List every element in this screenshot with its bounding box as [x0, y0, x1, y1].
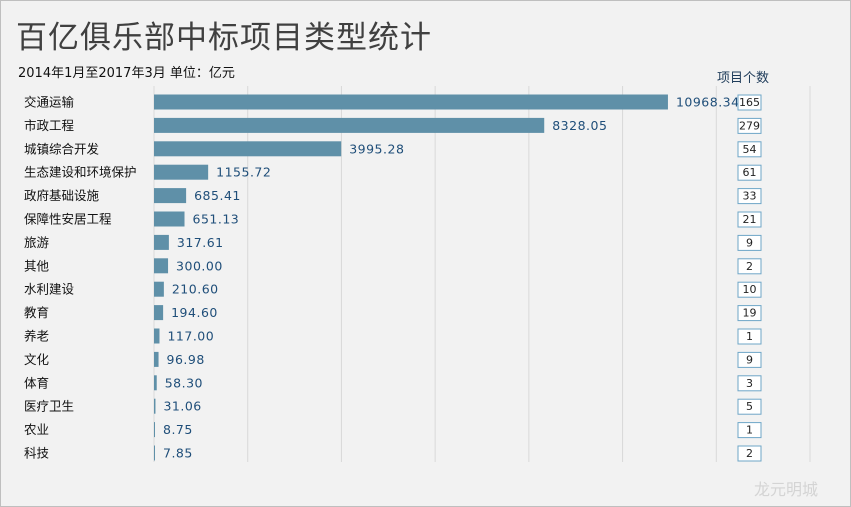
count-box [737, 328, 762, 345]
count-box [737, 422, 762, 439]
bar [154, 281, 164, 297]
category-label: 生态建设和环境保护 [24, 165, 137, 180]
chart-subtitle: 2014年1月至2017年3月 单位：亿元 [18, 66, 235, 81]
count-label: 1 [746, 330, 753, 343]
count-box [737, 188, 762, 205]
count-label: 10 [743, 283, 757, 296]
count-label: 19 [743, 307, 757, 320]
category-label: 农业 [24, 422, 49, 437]
count-label: 21 [743, 213, 757, 226]
value-label: 194.60 [171, 305, 218, 320]
bar [154, 188, 187, 204]
value-label: 300.00 [176, 258, 223, 273]
value-label: 8.75 [163, 422, 193, 437]
bar [154, 258, 169, 274]
count-box [737, 375, 762, 392]
count-label: 9 [746, 353, 753, 366]
count-label: 1 [746, 424, 753, 437]
count-box [737, 94, 762, 111]
count-label: 61 [743, 166, 757, 179]
category-label: 交通运输 [24, 95, 75, 110]
category-label: 教育 [24, 305, 49, 320]
count-box [737, 398, 762, 415]
count-box [737, 258, 762, 275]
value-label: 117.00 [167, 329, 214, 344]
bar [154, 117, 545, 133]
count-box [737, 117, 762, 134]
category-label: 水利建设 [24, 282, 75, 297]
count-label: 5 [746, 400, 753, 413]
count-box [737, 445, 762, 462]
count-column-header: 项目个数 [717, 71, 770, 86]
count-label: 279 [739, 119, 760, 132]
count-box [737, 305, 762, 322]
category-label: 养老 [24, 329, 49, 344]
value-label: 58.30 [165, 375, 203, 390]
value-label: 8328.05 [552, 118, 607, 133]
count-label: 2 [746, 447, 753, 460]
category-label: 旅游 [24, 235, 50, 250]
watermark: 龙元明城 [754, 480, 819, 499]
bars [154, 94, 668, 461]
count-box [737, 164, 762, 181]
bar [154, 398, 156, 414]
category-label: 文化 [24, 352, 50, 367]
count-label: 3 [746, 377, 753, 390]
count-label: 54 [743, 143, 757, 156]
value-label: 685.41 [194, 188, 241, 203]
category-label: 科技 [24, 446, 50, 461]
category-label: 其他 [24, 258, 50, 273]
count-box [737, 141, 762, 158]
value-label: 10968.34 [676, 95, 740, 110]
category-label: 市政工程 [24, 118, 75, 133]
value-label: 210.60 [172, 282, 219, 297]
count-box [737, 234, 762, 251]
count-label: 2 [746, 260, 753, 273]
value-label: 7.85 [163, 446, 193, 461]
bar [154, 351, 159, 367]
count-box [737, 351, 762, 368]
category-label: 保障性安居工程 [24, 212, 112, 227]
labels: 交通运输 10968.34 165 市政工程 8328.05 279 城镇综合开发 3995.… [24, 94, 762, 462]
value-label: 31.06 [163, 399, 201, 414]
value-label: 3995.28 [349, 141, 404, 156]
category-label: 医疗卫生 [24, 399, 74, 414]
bar [154, 328, 160, 344]
bar [154, 164, 209, 180]
bar [154, 94, 668, 110]
bar [154, 445, 155, 461]
bar [154, 234, 169, 250]
category-label: 体育 [24, 375, 49, 390]
bar [154, 422, 155, 438]
value-label: 96.98 [167, 352, 205, 367]
value-label: 1155.72 [216, 165, 271, 180]
count-box [737, 211, 762, 228]
bar [154, 375, 157, 391]
count-label: 165 [739, 96, 760, 109]
value-label: 317.61 [177, 235, 224, 250]
count-label: 9 [746, 236, 753, 249]
value-label: 651.13 [193, 212, 240, 227]
count-box [737, 281, 762, 298]
count-label: 33 [743, 190, 757, 203]
category-label: 城镇综合开发 [24, 141, 100, 156]
bar [154, 305, 164, 321]
bar [154, 211, 185, 227]
bar [154, 141, 342, 157]
category-label: 政府基础设施 [24, 188, 100, 203]
page-title: 百亿俱乐部中标项目类型统计 [16, 20, 432, 56]
